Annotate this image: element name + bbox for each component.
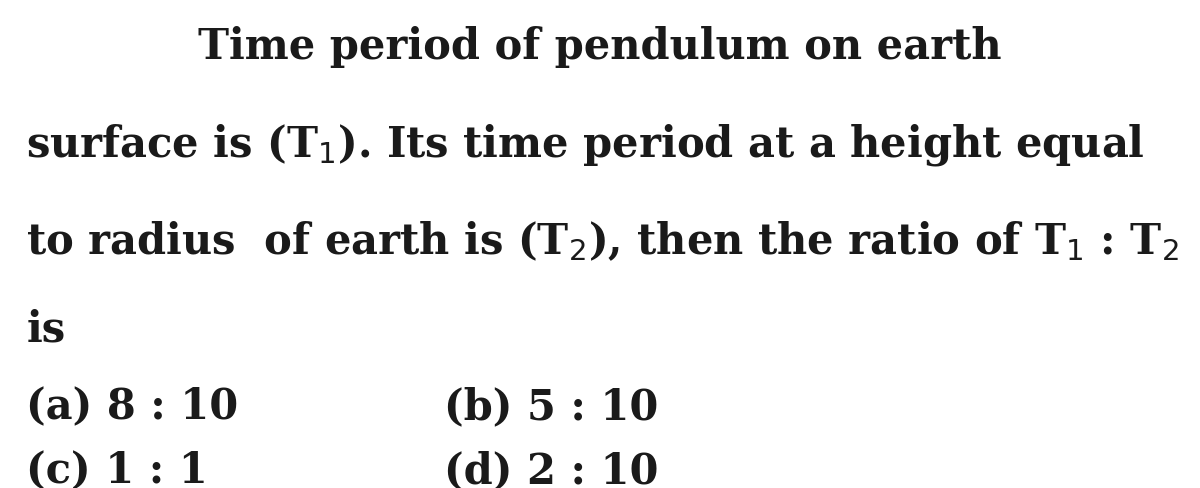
Text: surface is (T$_1$). Its time period at a height equal: surface is (T$_1$). Its time period at a… (26, 122, 1145, 168)
Text: (b) 5 : 10: (b) 5 : 10 (444, 386, 659, 428)
Text: Time period of pendulum on earth: Time period of pendulum on earth (198, 25, 1002, 67)
Text: to radius  of earth is (T$_2$), then the ratio of T$_1$ : T$_2$: to radius of earth is (T$_2$), then the … (26, 219, 1180, 263)
Text: is: is (26, 308, 66, 350)
Text: (d) 2 : 10: (d) 2 : 10 (444, 450, 659, 488)
Text: (c) 1 : 1: (c) 1 : 1 (26, 450, 208, 488)
Text: (a) 8 : 10: (a) 8 : 10 (26, 386, 239, 428)
